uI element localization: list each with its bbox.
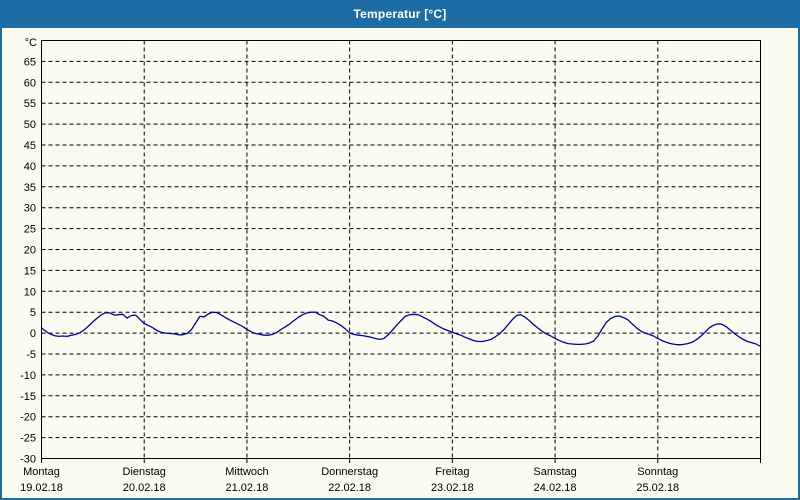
date-label: 23.02.18 — [431, 482, 474, 494]
y-tick-label: 50 — [24, 119, 36, 131]
y-tick-label: 35 — [24, 182, 36, 194]
weekday-label: Sonntag — [637, 466, 678, 478]
y-tick-label: 5 — [30, 307, 36, 319]
window-title: Temperatur [°C] — [353, 7, 447, 21]
y-tick-label: 65 — [24, 56, 36, 68]
y-tick-label: 45 — [24, 140, 36, 152]
date-label: 24.02.18 — [534, 482, 577, 494]
weekday-label: Freitag — [435, 466, 469, 478]
weekday-label: Mittwoch — [225, 466, 268, 478]
y-tick-label: 30 — [24, 203, 36, 215]
titlebar[interactable]: Temperatur [°C] — [0, 0, 800, 28]
y-tick-label: 15 — [24, 265, 36, 277]
date-label: 25.02.18 — [636, 482, 679, 494]
y-tick-label: -25 — [20, 433, 36, 445]
y-tick-label: 20 — [24, 245, 36, 257]
y-axis-unit-label: °C — [25, 37, 37, 49]
date-label: 19.02.18 — [20, 482, 63, 494]
date-label: 20.02.18 — [123, 482, 166, 494]
weekday-label: Samstag — [533, 466, 576, 478]
y-tick-label: 0 — [30, 328, 36, 340]
y-tick-label: 25 — [24, 224, 36, 236]
weekday-label: Donnerstag — [321, 466, 378, 478]
y-tick-label: 60 — [24, 77, 36, 89]
weekday-label: Dienstag — [123, 466, 166, 478]
temperature-line — [40, 311, 762, 348]
y-tick-label: -30 — [20, 454, 36, 466]
y-tick-label: -10 — [20, 370, 36, 382]
y-tick-label: -5 — [26, 349, 36, 361]
y-tick-label: -15 — [20, 391, 36, 403]
date-label: 21.02.18 — [226, 482, 269, 494]
plot-border — [41, 40, 761, 459]
weekday-label: Montag — [23, 466, 60, 478]
y-tick-label: 40 — [24, 161, 36, 173]
y-tick-label: -20 — [20, 412, 36, 424]
y-tick-label: 10 — [24, 286, 36, 298]
y-tick-label: 55 — [24, 98, 36, 110]
date-label: 22.02.18 — [328, 482, 371, 494]
